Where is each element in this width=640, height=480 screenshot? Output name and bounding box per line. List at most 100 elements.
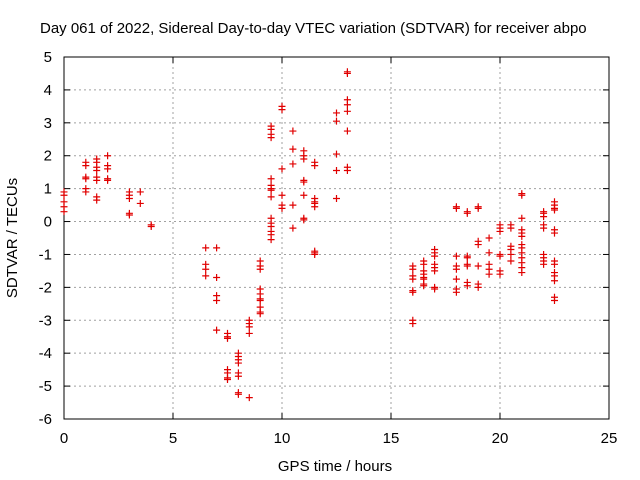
x-axis-label: GPS time / hours xyxy=(278,458,392,475)
data-point xyxy=(224,334,231,342)
x-tick-label: 25 xyxy=(601,430,618,447)
data-point xyxy=(82,188,90,196)
x-tick-label: 5 xyxy=(169,430,177,447)
data-point xyxy=(540,224,548,232)
data-point xyxy=(213,326,221,334)
data-point xyxy=(311,250,319,258)
data-point xyxy=(289,160,297,168)
data-point xyxy=(343,101,351,109)
data-point xyxy=(278,204,286,212)
data-point xyxy=(136,199,144,207)
data-point xyxy=(474,283,482,291)
grid-lines xyxy=(64,57,609,419)
y-tick-label: 3 xyxy=(44,115,52,132)
data-point xyxy=(125,195,133,203)
data-point xyxy=(431,285,439,293)
data-point xyxy=(93,196,101,204)
y-tick-label: -1 xyxy=(39,246,52,263)
x-tick-label: 10 xyxy=(274,430,291,447)
data-point xyxy=(202,272,210,280)
data-point xyxy=(343,69,351,77)
data-point xyxy=(496,270,504,278)
data-point xyxy=(234,390,242,398)
data-point xyxy=(104,152,112,160)
data-points xyxy=(60,68,558,402)
data-point xyxy=(452,252,460,260)
data-point xyxy=(278,106,286,114)
data-point xyxy=(82,162,90,170)
data-point xyxy=(343,127,351,135)
data-point xyxy=(551,206,558,214)
y-tick-label: -6 xyxy=(39,411,52,428)
data-point xyxy=(463,209,471,217)
data-point xyxy=(333,167,340,175)
axis-ticks xyxy=(63,56,610,420)
data-point xyxy=(267,134,275,142)
data-point xyxy=(551,229,558,237)
data-point xyxy=(518,232,526,240)
data-point xyxy=(485,270,493,278)
data-point xyxy=(234,372,242,380)
data-point xyxy=(213,297,221,305)
data-point xyxy=(463,262,471,270)
data-point xyxy=(289,127,297,135)
data-point xyxy=(245,394,253,402)
y-tick-label: 4 xyxy=(44,82,52,99)
data-point xyxy=(267,193,275,201)
data-point xyxy=(256,297,264,305)
data-point xyxy=(93,176,101,184)
data-point xyxy=(278,191,286,199)
data-point xyxy=(518,191,526,199)
y-axis-label: SDTVAR / TECUs xyxy=(4,178,21,298)
data-point xyxy=(551,277,558,285)
data-point xyxy=(496,252,504,260)
chart-title: Day 061 of 2022, Sidereal Day-to-day VTE… xyxy=(40,20,587,37)
data-point xyxy=(289,201,297,209)
data-point xyxy=(93,167,101,175)
data-point xyxy=(518,214,526,222)
data-point xyxy=(82,175,90,183)
data-point xyxy=(431,252,439,260)
data-point xyxy=(333,109,340,117)
data-point xyxy=(256,265,264,273)
y-tick-label: -4 xyxy=(39,345,52,362)
data-point xyxy=(485,249,493,257)
data-point xyxy=(551,260,558,268)
data-point xyxy=(452,265,460,273)
data-point xyxy=(452,288,460,296)
data-point xyxy=(518,269,526,277)
data-point xyxy=(278,165,286,173)
data-point xyxy=(267,186,275,194)
data-point xyxy=(409,265,417,273)
data-point xyxy=(136,188,144,196)
data-point xyxy=(60,208,68,216)
y-tick-label: -3 xyxy=(39,312,52,329)
data-point xyxy=(202,265,210,273)
y-tick-label: 5 xyxy=(44,49,52,66)
data-point xyxy=(409,320,417,328)
data-point xyxy=(213,244,221,252)
data-point xyxy=(300,155,308,163)
data-point xyxy=(540,260,548,268)
data-point xyxy=(234,359,242,367)
y-tick-label: 1 xyxy=(44,181,52,198)
data-point xyxy=(333,150,340,158)
data-point xyxy=(474,262,482,270)
data-point xyxy=(289,224,297,232)
y-tick-label: -2 xyxy=(39,279,52,296)
y-tick-label: 2 xyxy=(44,148,52,165)
data-point xyxy=(431,267,439,275)
plot-frame xyxy=(63,56,610,420)
data-point xyxy=(343,107,351,115)
data-point xyxy=(311,203,319,211)
data-point xyxy=(496,227,504,235)
data-point xyxy=(267,236,275,244)
data-point xyxy=(409,288,417,296)
x-tick-label: 20 xyxy=(492,430,509,447)
data-point xyxy=(125,211,133,219)
data-point xyxy=(474,204,482,212)
data-point xyxy=(409,275,417,283)
data-point xyxy=(147,222,155,230)
data-point xyxy=(485,234,493,242)
data-point xyxy=(245,329,253,337)
